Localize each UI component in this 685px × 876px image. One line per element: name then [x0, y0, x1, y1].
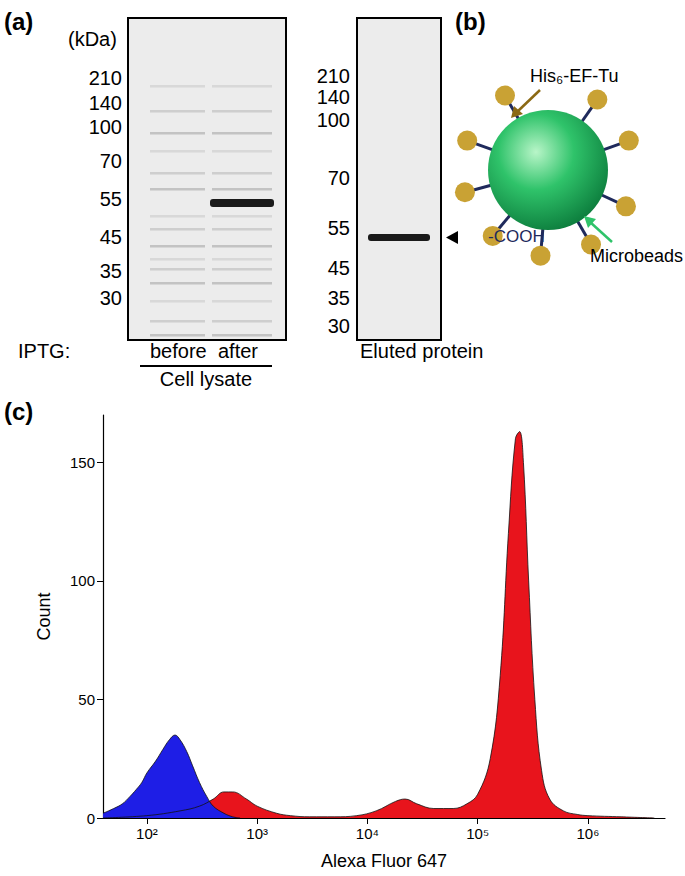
svg-text:0: 0 [87, 810, 95, 827]
svg-text:10⁴: 10⁴ [356, 825, 379, 842]
svg-text:-COOH: -COOH [488, 227, 545, 246]
svg-text:Microbeads: Microbeads [590, 246, 683, 266]
svg-text:140: 140 [89, 92, 122, 114]
svg-text:70: 70 [328, 167, 350, 189]
svg-text:45: 45 [328, 257, 350, 279]
svg-text:45: 45 [100, 226, 122, 248]
svg-text:before: before [150, 340, 207, 362]
svg-text:55: 55 [100, 188, 122, 210]
svg-text:10³: 10³ [246, 825, 268, 842]
svg-text:140: 140 [317, 86, 350, 108]
svg-text:Eluted protein: Eluted protein [360, 340, 483, 362]
svg-text:(b): (b) [455, 8, 486, 35]
svg-text:(c): (c) [4, 398, 33, 425]
svg-text:IPTG:: IPTG: [18, 340, 70, 362]
svg-text:10²: 10² [136, 825, 158, 842]
svg-text:after: after [218, 340, 258, 362]
svg-text:His₆-EF-Tu: His₆-EF-Tu [530, 66, 619, 86]
svg-text:100: 100 [89, 116, 122, 138]
svg-text:35: 35 [328, 287, 350, 309]
svg-text:Alexa Fluor 647: Alexa Fluor 647 [321, 851, 447, 871]
svg-text:Cell lysate: Cell lysate [160, 368, 252, 390]
svg-text:Count: Count [34, 592, 54, 640]
svg-text:30: 30 [328, 315, 350, 337]
svg-text:10⁵: 10⁵ [466, 825, 489, 842]
svg-text:35: 35 [100, 260, 122, 282]
svg-text:210: 210 [89, 67, 122, 89]
svg-text:100: 100 [70, 572, 95, 589]
svg-text:150: 150 [70, 454, 95, 471]
svg-text:(kDa): (kDa) [68, 28, 117, 50]
svg-text:50: 50 [78, 691, 95, 708]
svg-text:70: 70 [100, 150, 122, 172]
svg-text:30: 30 [100, 287, 122, 309]
svg-text:10⁶: 10⁶ [576, 825, 599, 842]
svg-text:55: 55 [328, 217, 350, 239]
svg-text:100: 100 [317, 109, 350, 131]
svg-text:(a): (a) [4, 8, 33, 35]
svg-text:210: 210 [317, 65, 350, 87]
